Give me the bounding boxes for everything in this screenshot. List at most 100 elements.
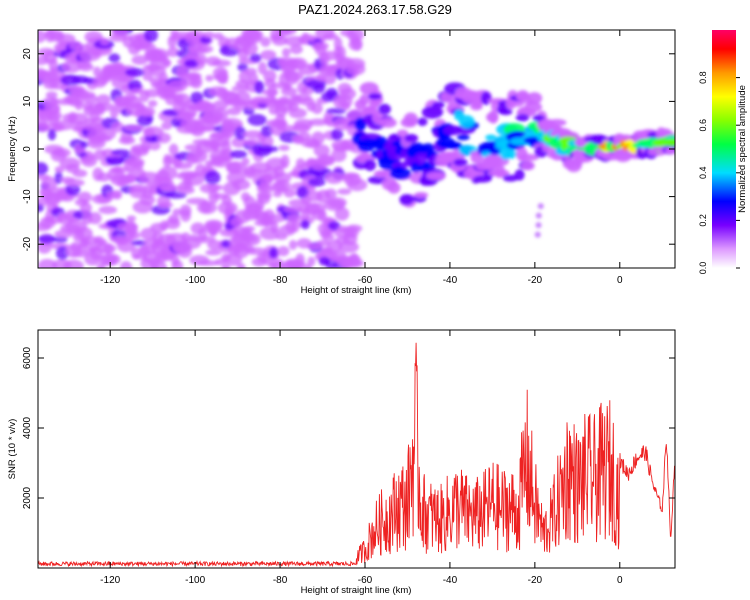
heatmap-cell [426,171,446,181]
heatmap-cell [139,106,156,118]
heatmap-cell [190,75,203,89]
heatmap-cell [183,59,199,68]
x-tick-label: -40 [443,275,458,286]
heatmap-cell [177,186,195,195]
heatmap-cell [142,73,154,81]
snr-frame [37,329,676,569]
heatmap-cell [171,259,184,268]
heatmap-cell [346,62,366,76]
heatmap-cell [263,69,277,83]
heatmap-cell [243,225,256,232]
heatmap-cell [359,94,370,106]
heatmap-cell [280,30,297,35]
colorbar-tick-label: 0.2 [698,214,708,227]
heatmap-cell [63,259,84,268]
chart-title: PAZ1.2024.263.17.58.G29 [298,2,452,17]
heatmap-cell [318,155,336,166]
y-tick-label: -10 [22,189,33,204]
heatmap-cell [157,202,174,209]
y-tick-label: 10 [22,95,33,107]
heatmap-cell [404,133,419,143]
heatmap-cell [80,141,89,148]
colorbar: 0.0 0.2 0.4 0.6 0.8 Normalized spectral ampl… [698,30,748,274]
heatmap-cell [76,59,92,69]
y-tick-label: 4000 [22,416,33,439]
heatmap-cell [38,30,47,43]
snr-x-ticks: -120 -100 -80 -60 -40 -20 0 [100,330,623,586]
heatmap-cell [174,162,193,170]
x-tick-label: -60 [358,275,373,286]
heatmap-cell [48,57,59,72]
heatmap-cell [106,156,124,166]
heatmap-cell [288,108,307,119]
heatmap-cell [277,245,290,257]
heatmap-cell [232,179,251,191]
heatmap-cell [257,61,267,75]
heatmap-cell [346,178,368,192]
heatmap-cell [421,105,443,119]
colorbar-tick-label: 0.0 [698,262,708,275]
heatmap-cell [288,239,298,250]
heatmap-cell [499,108,513,116]
colorbar-tick-label: 0.4 [698,167,708,180]
y-tick-label: 6000 [22,346,33,369]
heatmap-cell [658,128,672,138]
heatmap-cell [197,260,219,267]
heatmap-cell [38,203,45,213]
heatmap-cell [337,46,346,60]
heatmap-cell [257,145,279,153]
heatmap-cell [327,197,347,209]
heatmap-cell [293,118,314,130]
spectrogram-x-ticks: -120 -100 -80 -60 -40 -20 0 [100,30,623,286]
heatmap-cell [203,141,221,148]
heatmap-cell [179,204,192,217]
heatmap-cell [260,36,271,48]
x-tick-label: -40 [443,575,458,586]
heatmap-cell [275,113,286,126]
x-tick-label: -100 [185,575,205,586]
heatmap-cell [526,92,543,105]
heatmap-cell [221,194,232,206]
heatmap-cell [45,91,58,99]
heatmap-cell [272,191,283,198]
heatmap-cell [249,53,262,63]
heatmap-cell [414,152,427,165]
heatmap-cell [202,31,215,39]
heatmap-cell [59,157,81,170]
heatmap-cell [524,101,543,113]
heatmap-cell [229,150,248,159]
heatmap-cell [196,45,214,54]
heatmap-cell [109,108,119,119]
heatmap-cell [247,114,267,126]
heatmap-cell [326,107,347,115]
heatmap-cell [241,157,250,166]
heatmap-cell [447,141,463,150]
heatmap-cell [378,103,391,115]
heatmap-cell [77,191,92,203]
heatmap-cell [488,110,499,124]
heatmap-cell [167,46,180,58]
heatmap-cell [197,125,219,132]
heatmap-cell [143,30,159,43]
heatmap-cell [160,184,182,192]
heatmap-cell [150,47,162,59]
colorbar-ticks: 0.0 0.2 0.4 0.6 0.8 [698,71,740,274]
heatmap-cell [367,93,382,100]
heatmap-cell [322,33,339,40]
heatmap-cell [52,120,75,131]
colorbar-gradient [712,30,736,268]
heatmap-cell [458,115,475,129]
heatmap-cell [273,172,292,183]
heatmap-cell [123,124,145,132]
heatmap-cell [88,212,102,225]
heatmap-cell [80,154,98,167]
heatmap-cell [260,134,274,149]
heatmap-cell [38,234,56,244]
x-tick-label: -100 [185,275,205,286]
snr-x-label: Height of straight line (km) [301,585,412,596]
heatmap-cell [488,169,510,177]
heatmap-cell [212,113,222,126]
heatmap-cell [254,80,265,94]
heatmap-cell [110,166,130,174]
